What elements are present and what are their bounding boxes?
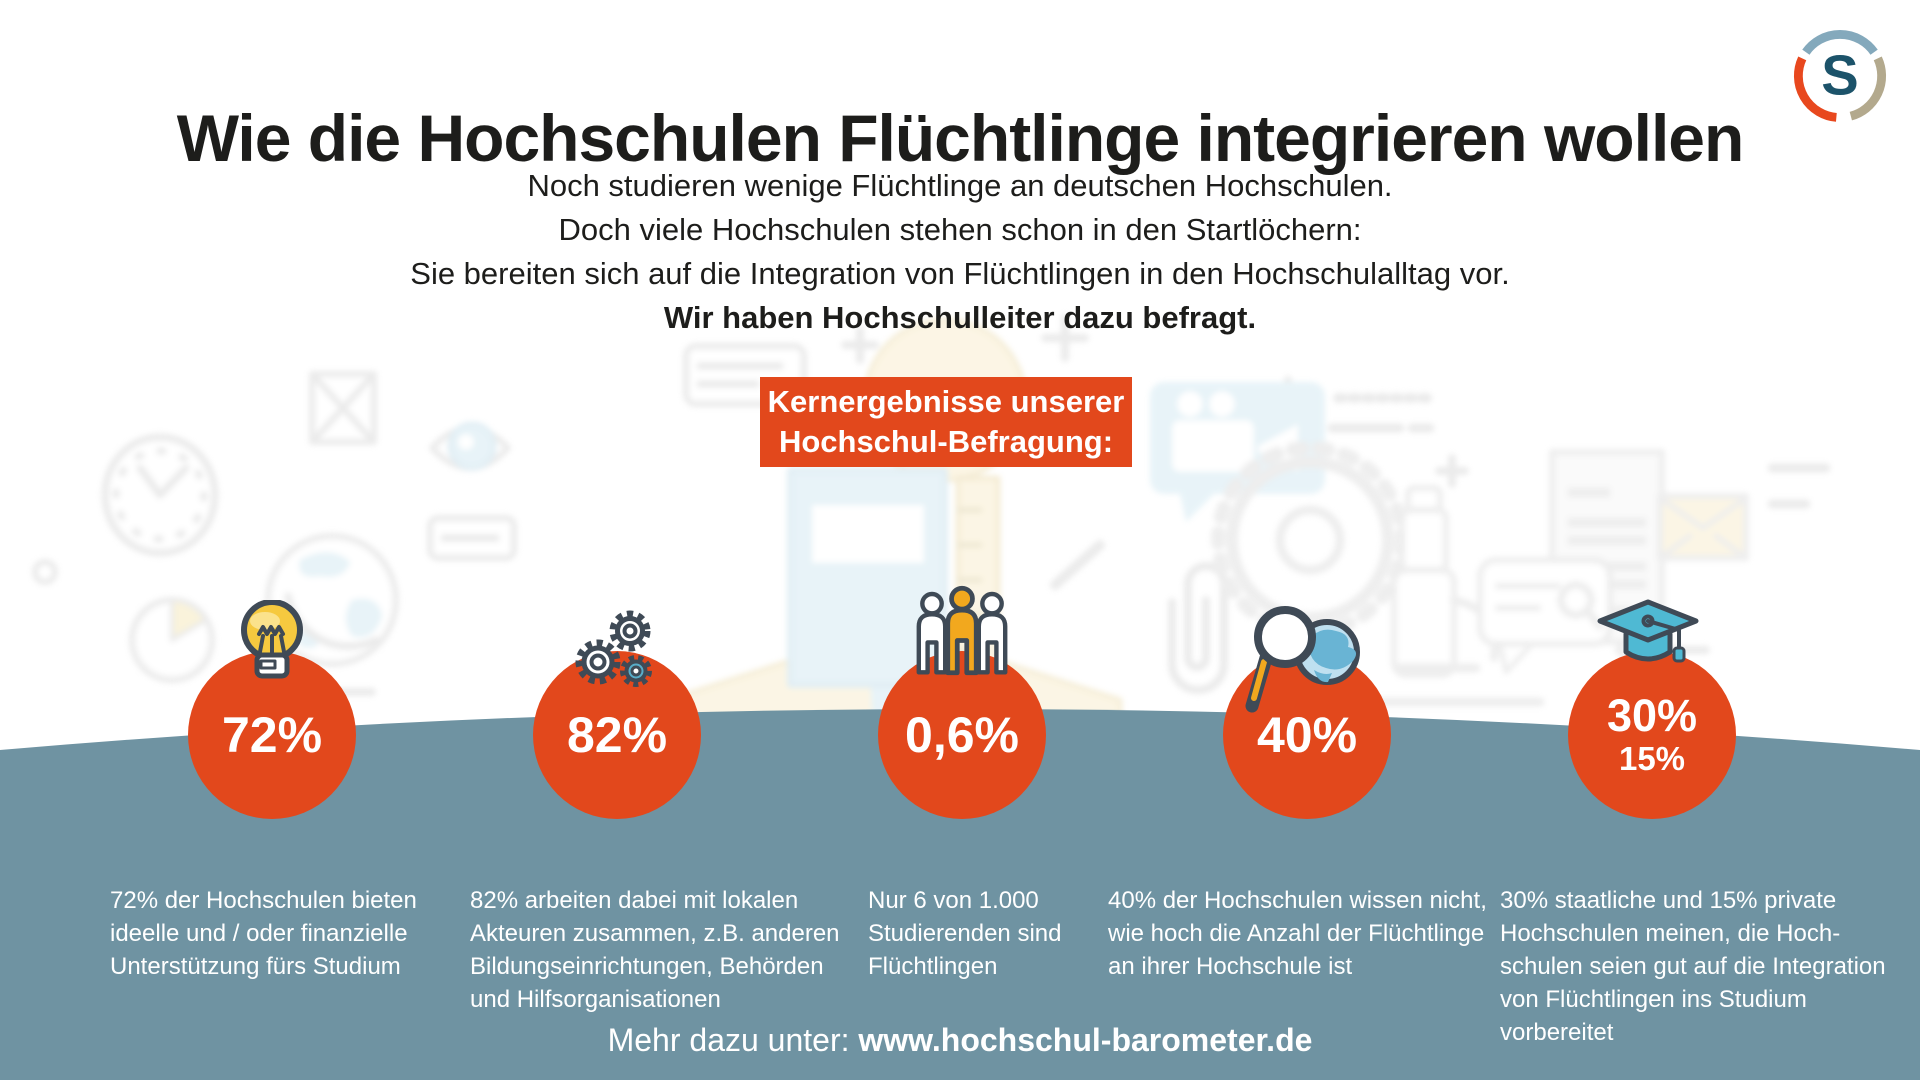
stat-description-share: Nur 6 von 1.000 Studierenden sind Flücht…: [868, 887, 1062, 980]
gear-blue: [620, 655, 652, 687]
stat-value: 30%: [1606, 690, 1698, 741]
person-left: [916, 591, 948, 675]
page-title: Wie die Hochschulen Flüchtlinge integrie…: [176, 101, 1745, 176]
stat-circle-cooperation: 82%: [533, 651, 701, 819]
stat-circle-share: 0,6%: [878, 651, 1046, 819]
clock-icon: [101, 433, 219, 557]
person-middle: [945, 585, 979, 676]
person-right: [976, 591, 1008, 675]
lightbulb-icon: [241, 600, 303, 679]
magnifier-globe-icon: [1245, 606, 1360, 713]
stat-description-support: 72% der Hochschulen bieten ideelle und /…: [110, 887, 417, 980]
stat-circle-support: 72%: [188, 651, 356, 819]
image-placeholder-icon: [309, 371, 377, 445]
gear-top: [609, 610, 651, 652]
stifterverband-logo: S: [1788, 24, 1892, 128]
gear-left: [575, 639, 621, 685]
stat-description-cooperation: 82% arbeiten dabei mit lokalen Akteuren …: [470, 887, 840, 1013]
footer-url-link[interactable]: www.hochschul-barometer.de: [858, 1022, 1313, 1058]
magnifier: [1245, 606, 1316, 713]
stat-description-prepared: 30% staatliche und 15% private Hochschul…: [1500, 887, 1886, 1046]
plus-icon: [841, 326, 879, 364]
stat-circle-prepared: 30% 15%: [1568, 651, 1736, 819]
gears-icon: [575, 610, 652, 687]
intro-text-bold: Wir haben Hochschulleiter dazu befragt.: [663, 300, 1257, 335]
footer-prefix: Mehr dazu unter:: [607, 1022, 859, 1058]
text-box-icon: [427, 515, 517, 561]
stat-circle-unknown: 40%: [1223, 651, 1391, 819]
stat-value-secondary: 15%: [1618, 740, 1686, 777]
envelope-icon: [1657, 493, 1749, 561]
footer: Mehr dazu unter: www.hochschul-barometer…: [0, 1022, 1920, 1059]
pencil-icon: [1050, 540, 1105, 590]
key-results-badge: Kernergebnisse unserer Hochschul-Befragu…: [760, 377, 1132, 467]
graduation-cap-icon: [1597, 599, 1699, 663]
logo-letter: S: [1821, 44, 1858, 107]
pie-chart-icon: [129, 597, 215, 683]
plus-icon: [1041, 314, 1089, 362]
stat-value: 72%: [221, 707, 323, 763]
dot-icon: [32, 559, 58, 585]
logo-ring-icon: S: [1794, 30, 1886, 122]
microscope-icon: [1363, 485, 1545, 707]
plus-icon: [1435, 454, 1469, 488]
stat-value: 0,6%: [905, 707, 1019, 763]
dash-lines: [1767, 463, 1831, 509]
stat-value: 82%: [566, 707, 668, 763]
intro-text: Noch studieren wenige Flüchtlinge an deu…: [410, 168, 1510, 291]
stat-value: 40%: [1256, 707, 1358, 763]
people-group-icon: [916, 585, 1008, 676]
speech-bubble-magnifier-icon: [1477, 557, 1613, 675]
stat-description-unknown: 40% der Hochschulen wissen nicht, wie ho…: [1108, 887, 1487, 980]
eye-icon: [429, 421, 511, 471]
